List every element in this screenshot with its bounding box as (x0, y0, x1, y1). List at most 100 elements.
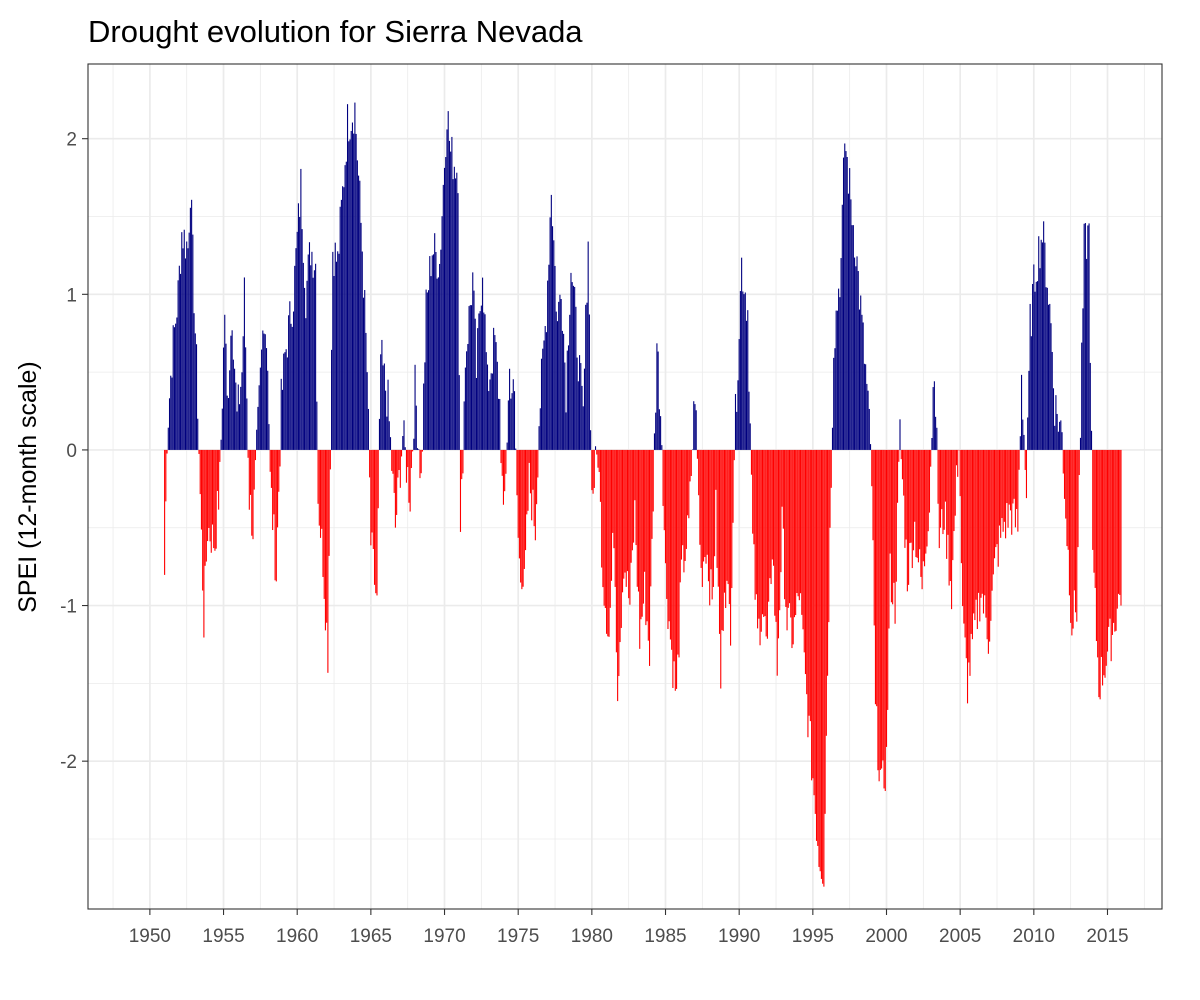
spei-bar (620, 449, 622, 628)
spei-bar (229, 370, 231, 450)
spei-bar (566, 350, 568, 450)
spei-bar (552, 226, 554, 450)
spei-bar (1038, 236, 1040, 450)
spei-bar (488, 391, 490, 450)
spei-bar (932, 387, 934, 450)
spei-bar (264, 334, 266, 450)
spei-bar (714, 449, 716, 557)
spei-bar (911, 449, 913, 569)
spei-bar (193, 313, 195, 450)
spei-bar (771, 449, 773, 560)
spei-bar (342, 186, 344, 450)
spei-bar (808, 449, 810, 716)
spei-bar (273, 449, 275, 515)
spei-bar (652, 449, 654, 512)
spei-bar (319, 449, 322, 538)
spei-bar (399, 449, 401, 488)
spei-bar (230, 335, 232, 450)
spei-bar (1041, 242, 1043, 450)
spei-bar (528, 449, 530, 463)
spei-bar (209, 449, 211, 542)
spei-bar (416, 448, 419, 450)
spei-bar (565, 412, 567, 450)
spei-bar (963, 449, 965, 624)
spei-bar (442, 184, 444, 450)
spei-bar (257, 406, 259, 450)
spei-bar (520, 449, 522, 583)
spei-bar (350, 130, 352, 450)
spei-bar (819, 449, 821, 872)
spei-bar (448, 140, 450, 450)
spei-bar (1078, 449, 1080, 476)
y-tick-label: -2 (60, 752, 77, 773)
spei-bar (403, 420, 405, 450)
spei-bar (904, 449, 906, 548)
spei-bar (572, 285, 574, 450)
spei-bar (855, 266, 857, 450)
spei-bar (429, 256, 431, 450)
spei-bar (850, 199, 852, 450)
spei-bar (953, 449, 955, 532)
spei-bar (703, 449, 705, 562)
spei-bar (1029, 303, 1031, 450)
spei-bar (1079, 437, 1082, 450)
spei-bar (959, 449, 961, 497)
spei-bar (926, 449, 928, 547)
spei-bar (496, 361, 498, 450)
spei-bar (1094, 449, 1096, 588)
spei-bar (1001, 449, 1003, 519)
spei-bar (215, 449, 217, 549)
spei-bar (781, 449, 783, 507)
spei-bar (1050, 323, 1052, 450)
spei-bar (865, 364, 867, 450)
spei-bar (901, 449, 904, 480)
spei-bar (1070, 449, 1072, 623)
spei-bar (175, 323, 177, 450)
spei-bar (985, 449, 987, 618)
spei-bar (858, 309, 861, 450)
spei-bar (375, 449, 377, 594)
spei-bar (337, 251, 339, 450)
spei-bar (364, 290, 366, 450)
x-tick-label: 2010 (1013, 926, 1055, 947)
spei-bar (603, 449, 605, 606)
y-axis: -2 -1 0 1 2 (60, 130, 88, 773)
spei-bar (1073, 449, 1075, 591)
spei-bar (1062, 449, 1064, 474)
spei-bar (594, 446, 597, 450)
spei-bar (327, 449, 329, 673)
spei-bar (990, 449, 992, 621)
spei-bar (198, 449, 200, 454)
spei-bar (409, 449, 411, 512)
spei-bar (539, 408, 541, 450)
spei-bar (873, 449, 875, 626)
spei-bar (463, 401, 465, 450)
spei-bar (373, 449, 376, 585)
spei-bar (715, 449, 717, 490)
spei-bar (225, 343, 227, 450)
spei-bar (906, 449, 908, 592)
spei-bar (550, 194, 552, 450)
spei-bar (1051, 351, 1053, 450)
spei-bar (279, 449, 281, 467)
spei-bar (814, 449, 816, 814)
spei-bar (803, 449, 805, 653)
spei-bar (712, 449, 714, 587)
spei-bar (1083, 223, 1085, 450)
spei-bar (453, 166, 455, 450)
spei-bar (868, 408, 870, 450)
spei-bar (965, 449, 967, 659)
spei-bar (1071, 449, 1073, 636)
spei-bar (984, 449, 986, 596)
spei-bar (227, 398, 229, 450)
spei-bar (747, 310, 749, 450)
spei-bar (365, 332, 367, 450)
spei-bar (753, 449, 755, 545)
spei-bar (755, 449, 757, 595)
spei-bar (518, 449, 520, 559)
spei-bar (854, 257, 856, 450)
spei-bar (955, 449, 958, 466)
spei-bar (989, 449, 991, 642)
spei-bar (515, 448, 517, 450)
spei-bar (866, 383, 868, 450)
